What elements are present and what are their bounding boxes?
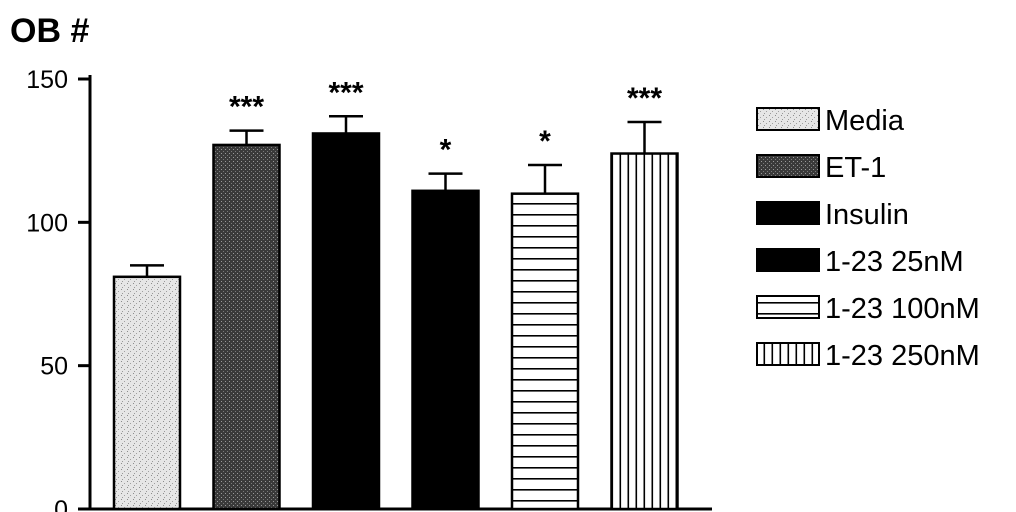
axes xyxy=(88,75,712,511)
significance-label: *** xyxy=(328,76,363,109)
y-axis-ticks: 0 50 100 150 xyxy=(26,66,90,512)
y-tick-label: 100 xyxy=(26,209,68,237)
legend-swatch xyxy=(756,342,820,366)
chart-title: OB # xyxy=(10,12,89,50)
bar-5 xyxy=(610,152,679,511)
legend-label: 1-23 250nM xyxy=(825,340,980,372)
bar-0 xyxy=(112,275,182,511)
y-tick-label: 150 xyxy=(26,66,68,94)
legend-label: Media xyxy=(825,105,905,137)
error-bars xyxy=(130,115,662,277)
bar-4 xyxy=(510,192,580,511)
legend-swatch xyxy=(756,154,820,178)
bar-1 xyxy=(212,143,281,511)
significance-label: *** xyxy=(229,91,264,124)
legend-label: 1-23 100nM xyxy=(825,293,980,325)
y-tick-label: 50 xyxy=(40,353,68,381)
legend-swatch xyxy=(756,295,820,319)
significance-label: *** xyxy=(627,82,662,115)
legend-swatch xyxy=(756,107,820,131)
significance-label: * xyxy=(440,134,452,167)
legend-label: ET-1 xyxy=(825,152,886,184)
significance-labels: *** **** **** xyxy=(229,76,662,166)
bar-3 xyxy=(411,189,480,511)
significance-label: * xyxy=(539,125,551,158)
legend-label: 1-23 25nM xyxy=(825,246,964,278)
legend: Media ET-1 Insulin 1-23 25nM 1-23 100nM 1-23 … xyxy=(756,105,980,372)
y-tick-label: 0 xyxy=(54,496,68,512)
legend-label: Insulin xyxy=(825,199,909,231)
legend-swatch xyxy=(756,248,820,272)
bars xyxy=(112,132,679,511)
bar-2 xyxy=(311,132,381,511)
legend-swatch xyxy=(756,201,820,225)
